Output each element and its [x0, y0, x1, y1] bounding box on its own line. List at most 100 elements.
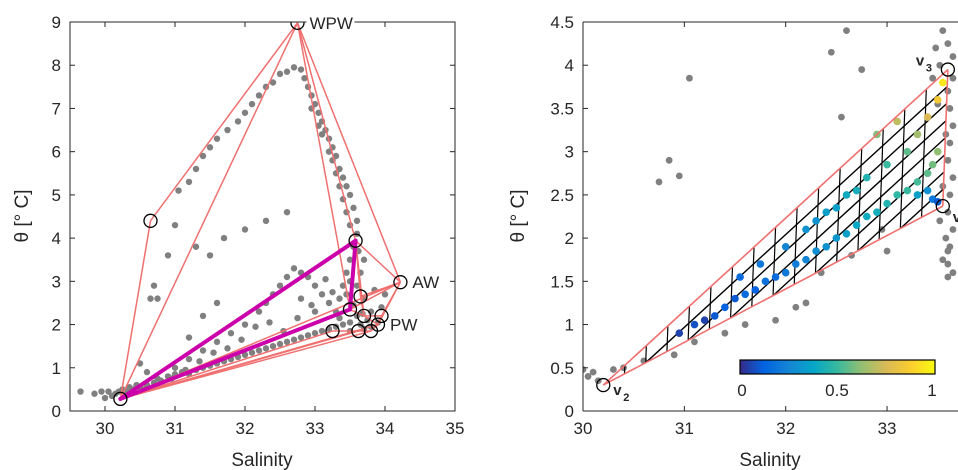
data-point: [949, 269, 957, 277]
x-tick-label: 33: [878, 419, 897, 438]
hull-edge: [296, 22, 351, 310]
hull-edge: [119, 220, 152, 400]
colorbar-tick: 1: [927, 381, 936, 400]
colored-point: [923, 169, 932, 178]
endmember-vertex: [348, 233, 363, 248]
mixing-line: [793, 207, 798, 285]
colorbar-tick: 0.5: [825, 381, 849, 400]
mixing-line: [899, 108, 906, 229]
x-tick-label: 34: [376, 419, 395, 438]
endmember-vertex: [325, 323, 340, 339]
data-point: [381, 291, 389, 298]
data-point: [262, 345, 270, 352]
y-tick-label: 1: [565, 316, 574, 335]
data-point: [248, 100, 256, 108]
data-point: [304, 332, 312, 339]
hull-edge: [349, 281, 401, 311]
simplex-edge: [941, 69, 949, 207]
data-point: [199, 347, 207, 354]
data-point: [944, 156, 952, 164]
data-point: [325, 299, 333, 307]
data-point: [946, 105, 954, 112]
endmember-vertex: [393, 275, 408, 290]
water-mass-label: PW: [390, 316, 417, 335]
data-point: [949, 53, 957, 60]
vertex-label: v: [953, 209, 958, 226]
hull-edge: [296, 22, 357, 241]
colored-point: [761, 277, 770, 286]
mixing-line: [687, 306, 691, 341]
colored-point: [675, 329, 684, 338]
colored-point: [812, 217, 820, 225]
data-point: [939, 27, 947, 35]
colored-point: [913, 130, 922, 139]
data-point: [255, 347, 263, 354]
data-point: [206, 144, 214, 151]
y-tick-label: 6: [52, 143, 61, 162]
left-axes-box: [69, 21, 456, 412]
data-point: [101, 394, 109, 402]
data-point: [843, 27, 850, 35]
data-point: [827, 48, 835, 56]
data-point: [171, 364, 179, 371]
colored-point: [721, 303, 729, 312]
data-point: [336, 165, 343, 173]
x-tick-label: 32: [236, 419, 255, 438]
simplex-edge: [602, 205, 944, 386]
data-point: [199, 152, 207, 160]
hull-edge: [120, 330, 333, 400]
data-point: [252, 323, 259, 330]
data-point: [315, 109, 322, 116]
data-point: [308, 301, 315, 309]
data-point: [276, 70, 284, 78]
data-point: [339, 174, 347, 181]
data-point: [858, 66, 866, 73]
data-point: [350, 204, 357, 212]
vertex-label: v: [916, 53, 925, 70]
data-point: [329, 288, 336, 296]
data-point: [175, 187, 182, 194]
data-point: [213, 338, 221, 346]
data-point: [185, 355, 193, 363]
colored-point: [933, 96, 942, 104]
data-point: [210, 349, 217, 356]
simplex-edge: [118, 238, 358, 401]
colored-point: [802, 255, 810, 264]
data-point: [686, 74, 693, 82]
data-point: [353, 217, 361, 225]
data-point: [154, 295, 161, 302]
colored-point: [690, 320, 699, 329]
data-point: [665, 156, 673, 164]
colored-point: [883, 160, 891, 169]
data-point: [206, 252, 214, 259]
hull-edge: [370, 324, 379, 332]
data-point: [143, 368, 151, 376]
data-point: [336, 295, 343, 302]
mixing-line: [857, 148, 863, 251]
colored-point: [771, 273, 780, 281]
data-point: [241, 321, 249, 328]
colored-point: [883, 199, 891, 208]
right-xlabel: Salinity: [739, 450, 801, 470]
endmember-vertex: [940, 62, 956, 77]
data-point: [196, 358, 203, 365]
colored-point: [731, 294, 739, 303]
data-point: [276, 340, 284, 348]
endmember-vertex: [363, 323, 379, 339]
y-tick-label: 7: [52, 99, 61, 118]
colored-point: [913, 191, 922, 199]
data-point: [297, 295, 305, 302]
simplex-edge: [118, 307, 352, 401]
colorbar-gradient: [739, 359, 936, 375]
data-point: [283, 68, 291, 75]
data-point: [213, 299, 221, 307]
right-plot-data: [583, 27, 957, 393]
left-ylabel: θ [° C]: [12, 189, 33, 242]
data-point: [792, 303, 800, 311]
y-tick-label: 8: [52, 56, 61, 75]
right-ylabel: θ [° C]: [508, 189, 529, 242]
data-point: [185, 178, 193, 186]
hull-edge: [359, 296, 365, 317]
